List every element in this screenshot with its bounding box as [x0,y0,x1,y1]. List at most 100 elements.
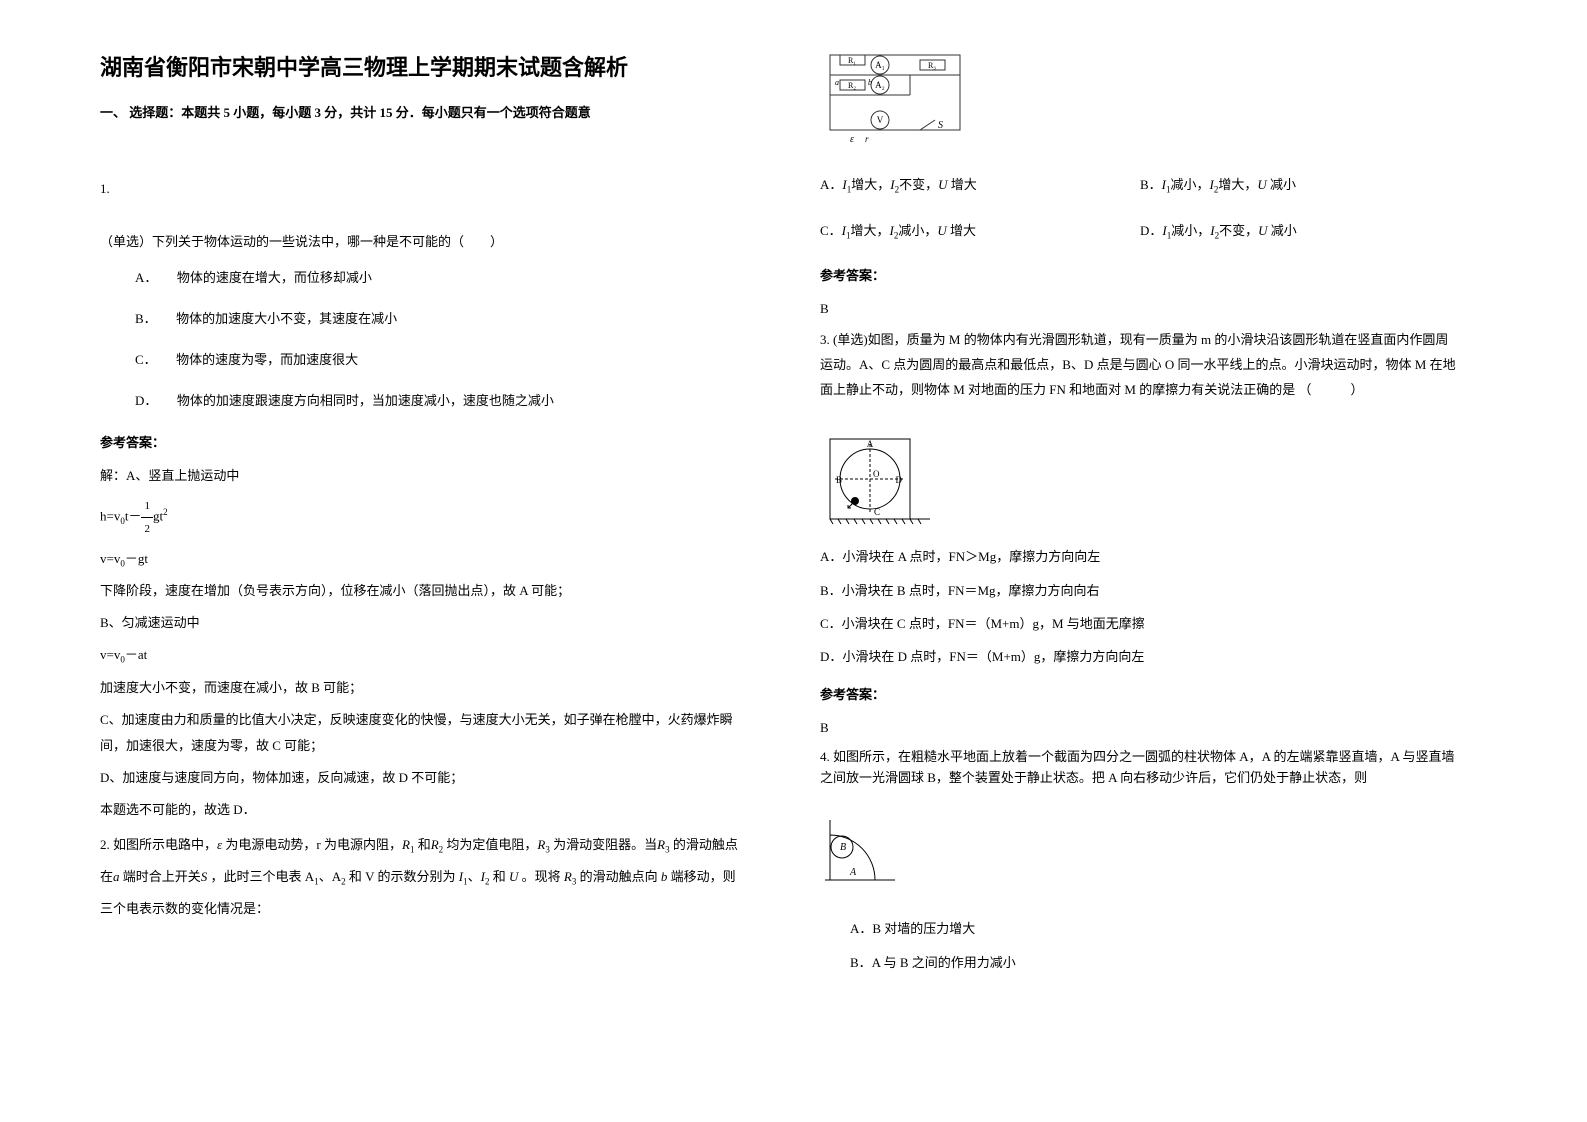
q2-optC-U: U [937,223,946,238]
svg-R3: R₃ [928,61,936,70]
q2-optB-c: 增大， [1218,177,1257,192]
q1-option-c: C． 物体的速度为零，而加速度很大 [135,350,740,371]
q2-optC-a: C． [820,223,842,238]
q1-ans-3: v=v0－gt [100,546,740,573]
q2-R2s: 2 [439,844,444,854]
q2-A2s: 2 [341,877,346,887]
q4-option-a: A．B 对墙的压力增大 [850,917,1460,940]
q2-optA-b: 增大， [851,177,890,192]
q1-number: 1. [100,181,740,197]
svg4-A: A [849,867,857,878]
q3-option-c: C．小滑块在 C 点时，FN＝（M+m）g，M 与地面无摩擦 [820,612,1460,635]
q4-stem: 4. 如图所示，在粗糙水平地面上放着一个截面为四分之一圆弧的柱状物体 A，A 的… [820,747,1460,789]
circuit-diagram: A₁ A₂ V R₃ R₂ R₁ a b ε r S [820,50,975,145]
svg-R2: R₂ [848,81,856,90]
q2-s-i: 和 V 的示数分别为 [349,869,456,884]
q2-answer: B [820,296,1460,322]
svg3-O: O [873,469,880,479]
q2-optD-U: U [1258,223,1267,238]
q2-R3sb: 3 [665,844,670,854]
q1-ans3-prefix: v=v [100,551,120,566]
q1-ans-1: 解：A、竖直上抛运动中 [100,463,740,489]
q2-option-c: C．I1增大，I2减小，U 增大 [820,220,1140,241]
q1-ans-5: B、匀减速运动中 [100,610,740,636]
q2-S: S [201,869,208,884]
svg3-C: C [874,507,880,517]
q1-ans-7: 加速度大小不变，而速度在减小，故 B 可能； [100,675,740,701]
section-header: 一、 选择题：本题共 5 小题，每小题 3 分，共计 15 分．每小题只有一个选… [100,102,740,121]
q1-ans-8: C、加速度由力和质量的比值大小决定，反映速度变化的快慢，与速度大小无关，如子弹在… [100,707,740,759]
svg3-D: D [896,475,903,485]
svg-eps: ε [850,134,854,145]
svg-S: S [938,120,943,131]
q2-optD-c: 不变， [1219,223,1258,238]
frac-den: 2 [141,518,153,540]
q2-optD-b: 减小， [1171,223,1210,238]
q2-optB-b: 减小， [1171,177,1210,192]
q2-option-b: B．I1减小，I2增大，U 减小 [1140,174,1460,195]
q1-ans-9: D、加速度与速度同方向，物体加速，反向减速，故 D 不可能； [100,765,740,791]
q3-option-b: B．小滑块在 B 点时，FN＝Mg，摩擦力方向向右 [820,579,1460,602]
q4-option-b: B．A 与 B 之间的作用力减小 [850,951,1460,974]
q1-ans-4: 下降阶段，速度在增加（负号表示方向），位移在减小（落回抛出点），故 A 可能； [100,578,740,604]
svg-r: r [865,134,869,144]
q2-b: b [661,869,668,884]
q2-eps: ε [217,837,222,852]
frac-num: 1 [141,495,153,518]
q3-answer: B [820,715,1460,741]
q1-ans-6: v=v0－at [100,642,740,669]
svg4-B: B [840,842,846,853]
q2-R1s: 1 [410,844,415,854]
q2-I2s: 2 [485,877,490,887]
q2-A2: A [332,869,341,884]
q2-s-j: 和 [493,869,506,884]
svg-b: b [868,78,872,87]
q2-A1: A [305,869,314,884]
q3-stem: 3. (单选)如图，质量为 M 的物体内有光滑圆形轨道，现有一质量为 m 的小滑… [820,328,1460,402]
svg-a: a [835,78,839,87]
q2-optA-c: 不变， [899,177,938,192]
q2-I1s: 1 [463,877,468,887]
q2-optC-d: 增大 [950,223,976,238]
q2-optA-U: U [938,177,947,192]
q2-R3b: R [657,837,665,852]
q3-answer-label: 参考答案： [820,684,1460,703]
q1-stem: （单选）下列关于物体运动的一些说法中，哪一种是不可能的（ ） [100,230,740,253]
q2-optB-U: U [1257,177,1266,192]
q2-R3c: R [564,869,572,884]
q2-optB-a: B． [1140,177,1162,192]
q1-option-a: A． 物体的速度在增大，而位移却减小 [135,268,740,289]
q2-R3s: 3 [545,844,550,854]
q2-options-row2: C．I1增大，I2减小，U 增大 D．I1减小，I2不变，U 减小 [820,220,1460,241]
q3-option-a: A．小滑块在 A 点时，FN＞Mg，摩擦力方向向左 [820,545,1460,568]
q2-R3sc: 3 [572,877,577,887]
q1-ans2-suffix: gt [153,508,163,523]
svg3-A: A [867,439,874,449]
svg3-B: B [836,475,842,485]
svg-R1: R₁ [848,56,856,65]
q2-optA-d: 增大 [951,177,977,192]
q1-answer-label: 参考答案： [100,432,740,451]
q2-s-c: 和 [418,837,431,852]
q1-ans2-prefix: h=v [100,508,120,523]
q2-optB-d: 减小 [1270,177,1296,192]
q2-s-e: 为滑动变阻器。当 [553,837,657,852]
q2-a: a [113,869,120,884]
q2-s-l: 的滑动触点向 [580,869,658,884]
q2-A1s: 1 [314,877,319,887]
q2-option-d: D．I1减小，I2不变，U 减小 [1140,220,1460,241]
q2-s-k: 。现将 [522,869,561,884]
right-column: A₁ A₂ V R₃ R₂ R₁ a b ε r S A．I1增大，I2不变，U… [820,50,1460,984]
q2-stem: 2. 如图所示电路中，ε 为电源电动势，r 为电源内阻，R1 和R2 均为定值电… [100,829,740,925]
q2-options-row1: A．I1增大，I2不变，U 增大 B．I1减小，I2增大，U 减小 [820,174,1460,195]
q2-R2: R [431,837,439,852]
q1-ans6-prefix: v=v [100,647,120,662]
q2-s-h: ，此时三个电表 [211,869,302,884]
q1-option-d: D． 物体的加速度跟速度方向相同时，当加速度减小，速度也随之减小 [135,391,740,412]
q3-option-d: D．小滑块在 D 点时，FN＝（M+m）g，摩擦力方向向左 [820,645,1460,668]
q1-ans6-suffix: －at [125,647,147,662]
q2-s-g: 端时合上开关 [123,869,201,884]
q2-optC-c: 减小， [898,223,937,238]
q2-s-d: 均为定值电阻， [446,837,537,852]
q2-optD-d: 减小 [1271,223,1297,238]
